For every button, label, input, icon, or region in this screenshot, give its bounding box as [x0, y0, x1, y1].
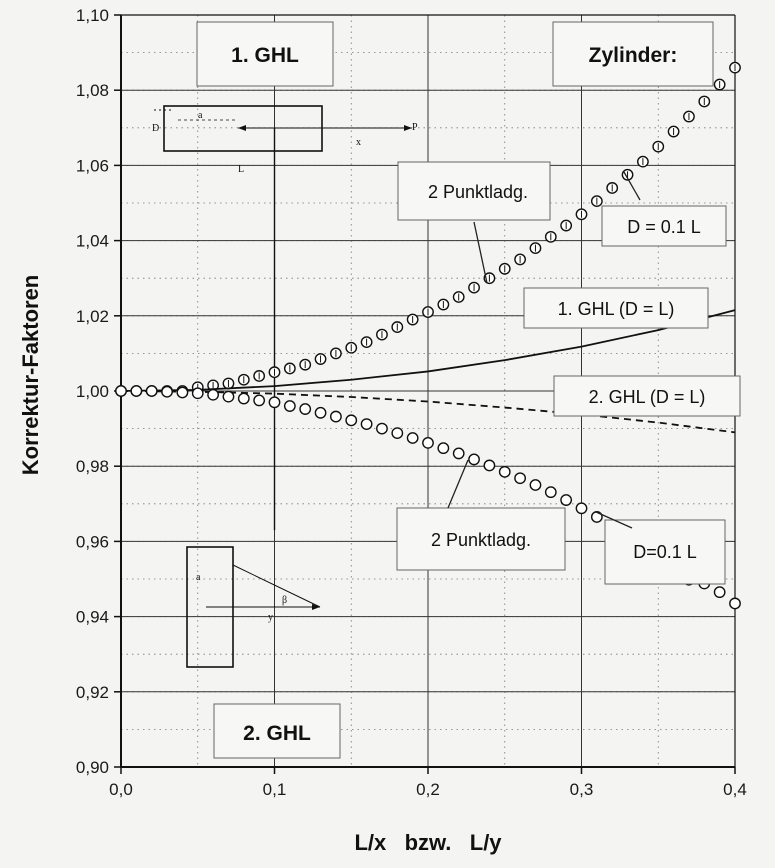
label-box-2ghl: 2. GHL: [213, 703, 341, 759]
y-tick-label: 1,06: [76, 156, 109, 175]
label-box-d01-upper: D = 0.1 L: [601, 205, 727, 247]
sketch-lower-a: a: [196, 572, 201, 583]
data-point: [437, 442, 450, 455]
sketch-cylinder-lower: a y β: [186, 546, 321, 668]
data-point: [529, 479, 542, 491]
label-box-1ghl: 1. GHL: [196, 21, 334, 87]
data-point: [406, 432, 419, 444]
sketch-cylinder-upper: D a x P L: [152, 105, 418, 175]
sketch-upper-l: L: [238, 164, 244, 175]
label-d01-lower-text: D=0.1 L: [633, 542, 697, 562]
x-tick-label: 0,0: [109, 780, 133, 799]
pointer-lines: [447, 171, 641, 529]
pointer-d01-upper: [623, 171, 641, 201]
pointer-punkt-lower: [447, 459, 469, 509]
label-1ghl-dl-text: 1. GHL (D = L): [558, 299, 675, 319]
data-point: [115, 385, 127, 397]
y-tick-label: 1,04: [76, 232, 109, 251]
data-point: [191, 387, 204, 400]
y-tick-label: 1,00: [76, 382, 109, 401]
label-punkt-lower-text: 2 Punktladg.: [431, 530, 531, 550]
x-tick-label: 0,2: [416, 780, 440, 799]
label-punkt-upper-text: 2 Punktladg.: [428, 182, 528, 202]
series-layer: [115, 61, 741, 610]
data-point: [729, 597, 741, 610]
label-box-1ghl-dl: 1. GHL (D = L): [523, 287, 709, 329]
label-2ghl-text: 2. GHL: [243, 722, 311, 745]
data-point: [575, 502, 588, 515]
data-point: [514, 472, 526, 485]
y-axis-title: Korrektur-Faktoren: [18, 275, 43, 475]
line-1ghl-dl: [120, 309, 736, 392]
data-point: [360, 418, 373, 430]
pointer-d01-lower: [595, 511, 633, 529]
data-point: [376, 422, 388, 435]
data-point: [145, 385, 158, 397]
data-point: [329, 410, 342, 423]
y-tick-label: 0,96: [76, 532, 109, 551]
y-tick-label: 1,10: [76, 6, 109, 25]
y-tick-label: 0,94: [76, 608, 109, 627]
data-point: [237, 392, 250, 405]
data-point: [498, 465, 511, 478]
data-point: [483, 459, 496, 472]
sketch-lower-y: y: [268, 612, 273, 623]
line-2ghl-dl: [120, 390, 736, 434]
x-tick-label: 0,4: [723, 780, 747, 799]
data-point: [253, 394, 266, 407]
data-point: [345, 414, 358, 427]
y-tick-label: 0,98: [76, 457, 109, 476]
label-box-d01-lower: D=0.1 L: [604, 519, 726, 585]
y-tick-label: 0,90: [76, 758, 109, 777]
label-d01-upper-text: D = 0.1 L: [627, 217, 701, 237]
y-tick-label: 1,02: [76, 307, 109, 326]
data-point: [299, 403, 312, 415]
data-point: [560, 494, 573, 506]
sketch-upper-x: x: [356, 137, 361, 148]
tick-labels: 0,0 0,1 0,2 0,3 0,4 0,90 0,92 0,94 0,96 0,98 1,00 1…: [76, 6, 747, 799]
label-box-punkt-lower: 2 Punktladg.: [396, 507, 566, 571]
data-point: [176, 386, 189, 399]
data-point: [161, 385, 173, 398]
series-1: [120, 309, 736, 392]
y-tick-label: 0,92: [76, 683, 109, 702]
x-tick-label: 0,3: [570, 780, 594, 799]
sketch-lower-beta: β: [282, 595, 287, 606]
label-box-punkt-upper: 2 Punktladg.: [397, 161, 551, 221]
data-point: [283, 400, 296, 412]
label-zylinder-text: Zylinder:: [589, 44, 678, 67]
data-point: [130, 385, 143, 397]
sketch-upper-a: a: [198, 110, 203, 121]
label-box-2ghl-dl: 2. GHL (D = L): [553, 375, 741, 417]
sketch-upper-d: D: [152, 123, 159, 134]
data-point: [391, 427, 404, 440]
sketch-upper-p: P: [412, 122, 418, 133]
data-point: [422, 436, 434, 449]
data-point: [452, 447, 465, 460]
data-point: [222, 390, 235, 403]
label-1ghl-text: 1. GHL: [231, 44, 299, 67]
series-2: [120, 390, 736, 434]
data-point: [314, 406, 327, 419]
x-tick-label: 0,1: [263, 780, 287, 799]
label-2ghl-dl-text: 2. GHL (D = L): [589, 387, 706, 407]
data-point: [268, 396, 281, 409]
y-tick-label: 1,08: [76, 81, 109, 100]
data-point: [207, 388, 220, 401]
x-axis-title: L/x bzw. L/y: [354, 830, 502, 855]
data-point: [544, 486, 557, 499]
pointer-punkt-upper: [473, 221, 488, 284]
label-box-zylinder: Zylinder:: [552, 21, 714, 87]
data-point: [468, 453, 480, 466]
data-point: [713, 586, 726, 599]
